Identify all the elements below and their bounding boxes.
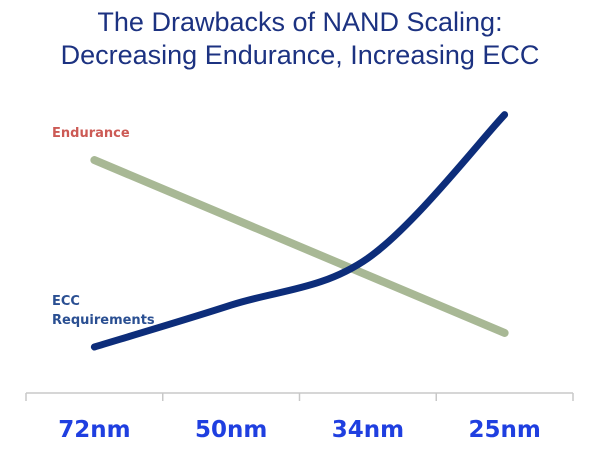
x-tick-label: 34nm — [332, 417, 404, 443]
x-tick-label: 72nm — [58, 417, 130, 443]
title-line-2: Decreasing Endurance, Increasing ECC — [60, 40, 540, 70]
series-line-ecc — [90, 111, 509, 351]
x-tick-label: 25nm — [468, 417, 540, 443]
legend-ecc-line1: ECC — [52, 294, 80, 309]
series-line-endurance — [90, 156, 509, 337]
title-line-1: The Drawbacks of NAND Scaling: — [97, 7, 503, 37]
chart-title: The Drawbacks of NAND Scaling: Decreasin… — [0, 6, 600, 72]
legend-endurance: Endurance — [52, 126, 130, 141]
x-tick-label: 50nm — [195, 417, 267, 443]
x-axis — [25, 392, 574, 401]
legend-ecc-line2: Requirements — [52, 313, 155, 328]
